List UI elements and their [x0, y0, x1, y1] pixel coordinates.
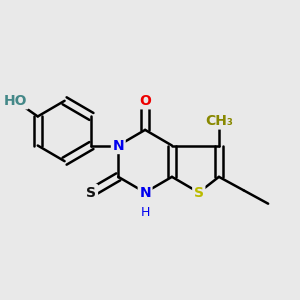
Text: N: N [112, 139, 124, 152]
Text: N: N [139, 185, 151, 200]
Text: H: H [140, 206, 150, 219]
Text: S: S [86, 185, 96, 200]
Text: O: O [139, 94, 151, 108]
Text: CH₃: CH₃ [205, 114, 233, 128]
Text: S: S [194, 185, 204, 200]
Text: HO: HO [4, 94, 27, 108]
